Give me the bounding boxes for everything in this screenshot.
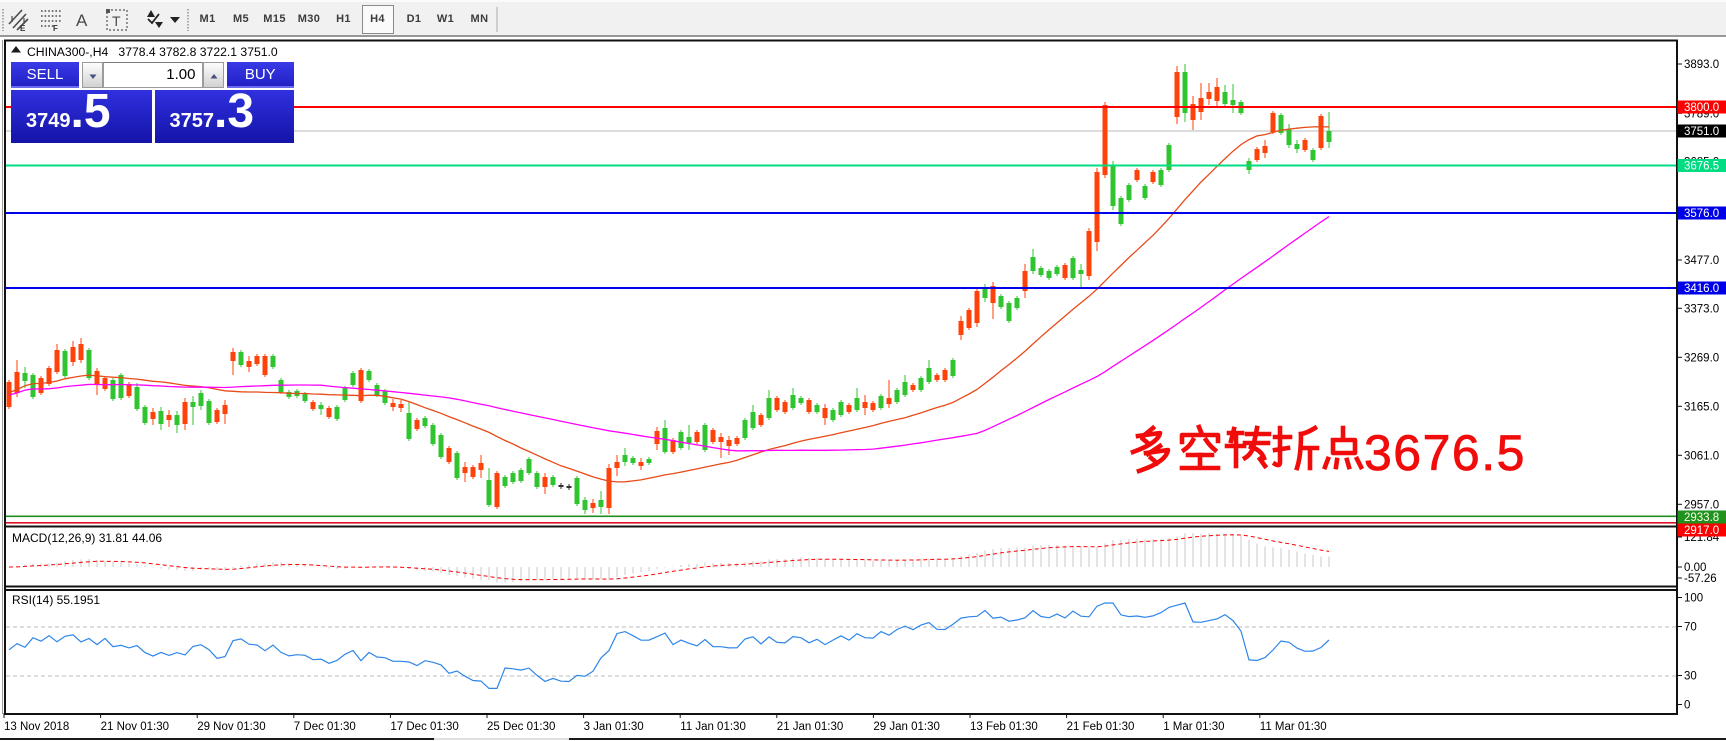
svg-text:CHINA300-,H4 3778.4 3782.8 3: CHINA300-,H4 3778.4 3782.8 3722.1 3751.0 [27, 45, 278, 59]
svg-text:3 Jan 01:30: 3 Jan 01:30 [584, 721, 644, 733]
svg-text:25 Dec 01:30: 25 Dec 01:30 [487, 721, 555, 733]
svg-text:100: 100 [1684, 593, 1703, 605]
svg-text:3061.0: 3061.0 [1684, 450, 1719, 462]
svg-text:3373.0: 3373.0 [1684, 303, 1719, 315]
svg-text:3893.0: 3893.0 [1684, 59, 1719, 71]
svg-text:3800.0: 3800.0 [1684, 102, 1719, 114]
svg-text:3269.0: 3269.0 [1684, 352, 1719, 364]
svg-text:2957.0: 2957.0 [1684, 499, 1719, 511]
svg-text:0.00: 0.00 [1684, 562, 1706, 574]
svg-text:3751.0: 3751.0 [1684, 126, 1719, 138]
svg-text:13 Feb 01:30: 13 Feb 01:30 [970, 721, 1038, 733]
svg-text:3676.5: 3676.5 [1684, 161, 1719, 173]
svg-text:21 Jan 01:30: 21 Jan 01:30 [777, 721, 844, 733]
svg-text:F: F [53, 24, 58, 33]
svg-text:3676.5: 3676.5 [1364, 425, 1526, 481]
svg-text:7 Dec 01:30: 7 Dec 01:30 [294, 721, 356, 733]
svg-text:3416.0: 3416.0 [1684, 283, 1719, 295]
svg-text:17 Dec 01:30: 17 Dec 01:30 [390, 721, 458, 733]
svg-text:21 Feb 01:30: 21 Feb 01:30 [1067, 721, 1135, 733]
svg-text:MACD(12,26,9) 31.81 44.06: MACD(12,26,9) 31.81 44.06 [12, 531, 162, 545]
svg-text:3576.0: 3576.0 [1684, 208, 1719, 220]
svg-text:29 Nov 01:30: 29 Nov 01:30 [197, 721, 265, 733]
svg-text:13 Nov 2018: 13 Nov 2018 [4, 721, 69, 733]
svg-text:2933.8: 2933.8 [1684, 512, 1719, 524]
svg-text:A: A [76, 11, 88, 30]
svg-text:2917.0: 2917.0 [1684, 525, 1719, 537]
svg-text:11 Jan 01:30: 11 Jan 01:30 [680, 721, 746, 733]
svg-text:RSI(14) 55.1951: RSI(14) 55.1951 [12, 593, 100, 607]
svg-text:3477.0: 3477.0 [1684, 255, 1719, 267]
svg-text:E: E [20, 24, 26, 33]
svg-text:11 Mar 01:30: 11 Mar 01:30 [1260, 721, 1327, 733]
svg-text:70: 70 [1684, 622, 1697, 634]
svg-text:30: 30 [1684, 671, 1697, 683]
svg-text:1 Mar 01:30: 1 Mar 01:30 [1163, 721, 1224, 733]
svg-text:-57.26: -57.26 [1684, 573, 1717, 585]
svg-text:0: 0 [1684, 700, 1690, 712]
svg-text:T: T [112, 13, 121, 29]
svg-text:21 Nov 01:30: 21 Nov 01:30 [101, 721, 169, 733]
svg-text:3165.0: 3165.0 [1684, 401, 1719, 413]
svg-text:29 Jan 01:30: 29 Jan 01:30 [873, 721, 940, 733]
